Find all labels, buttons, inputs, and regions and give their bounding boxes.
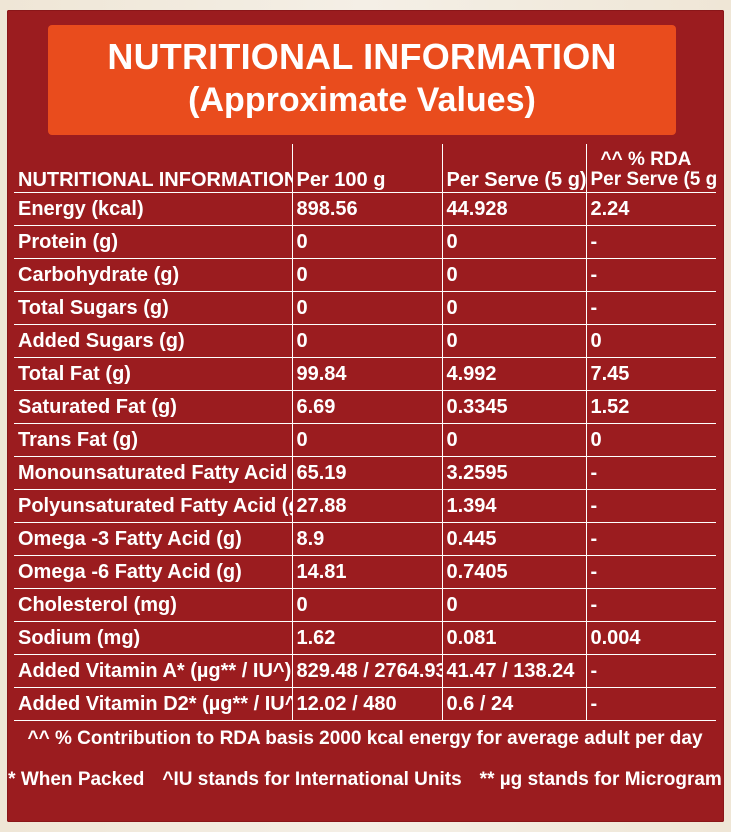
per-serve-cell: 0.3345 bbox=[441, 389, 586, 423]
rda-cell: - bbox=[585, 455, 716, 489]
nutrition-table: NUTRITIONAL INFORMATION Per 100 g Per Se… bbox=[14, 144, 716, 721]
footnotes-row: * When Packed ^IU stands for Internation… bbox=[8, 769, 722, 791]
per-100g-cell: 898.56 bbox=[291, 191, 442, 225]
table-row: Carbohydrate (g) 0 0- bbox=[14, 257, 716, 291]
nutrient-name-cell: Added Vitamin A* (µg** / IU^) bbox=[14, 653, 292, 687]
per-serve-cell: 0.6 / 24 bbox=[441, 686, 586, 721]
nutrient-name-cell: Sodium (mg) bbox=[14, 620, 292, 654]
rda-header-line1: ^^ % RDA bbox=[600, 148, 692, 170]
table-row: Polyunsaturated Fatty Acid (g) 27.88 1.394… bbox=[14, 488, 716, 522]
rda-cell: 7.45 bbox=[585, 356, 716, 390]
iu-footnote: ^IU stands for International Units bbox=[162, 769, 462, 790]
table-row: Added Vitamin D2* (µg** / IU^) 12.02 / 48… bbox=[14, 686, 716, 721]
column-header-nutrient: NUTRITIONAL INFORMATION bbox=[18, 168, 292, 191]
packed-footnote: * When Packed bbox=[8, 769, 145, 790]
table-row: Monounsaturated Fatty Acid (g) 65.19 3.259… bbox=[14, 455, 716, 489]
nutrient-name-cell: Added Sugars (g) bbox=[14, 323, 292, 357]
per-100g-cell: 1.62 bbox=[291, 620, 442, 654]
table-row: Omega -3 Fatty Acid (g) 8.9 0.445- bbox=[14, 521, 716, 555]
table-row: Total Sugars (g) 0 0- bbox=[14, 290, 716, 324]
nutrient-name-cell: Total Fat (g) bbox=[14, 356, 292, 390]
rda-cell: - bbox=[585, 554, 716, 588]
per-100g-cell: 6.69 bbox=[291, 389, 442, 423]
nutrient-name-cell: Omega -6 Fatty Acid (g) bbox=[14, 554, 292, 588]
per-serve-cell: 0.445 bbox=[441, 521, 586, 555]
nutrient-name-cell: Cholesterol (mg) bbox=[14, 587, 292, 621]
rda-cell: 0 bbox=[585, 323, 716, 357]
table-row: Saturated Fat (g) 6.69 0.3345 1.52 bbox=[14, 389, 716, 423]
nutrient-name-cell: Carbohydrate (g) bbox=[14, 257, 292, 291]
table-row: Protein (g) 0 0- bbox=[14, 224, 716, 258]
per-100g-cell: 12.02 / 480 bbox=[291, 686, 442, 721]
nutrient-name-cell: Total Sugars (g) bbox=[14, 290, 292, 324]
page-subtitle: (Approximate Values) bbox=[188, 81, 536, 119]
per-serve-cell: 3.2595 bbox=[441, 455, 586, 489]
nutrient-name-cell: Monounsaturated Fatty Acid (g) bbox=[14, 455, 292, 489]
column-header-per-100g: Per 100 g bbox=[291, 144, 442, 192]
nutrient-name-cell: Saturated Fat (g) bbox=[14, 389, 292, 423]
title-banner: NUTRITIONAL INFORMATION (Approximate Val… bbox=[48, 25, 676, 135]
per-serve-cell: 0 bbox=[441, 587, 586, 621]
per-serve-cell: 44.928 bbox=[441, 191, 586, 225]
per-100g-cell: 0 bbox=[291, 323, 442, 357]
rda-header-line2: Per Serve (5 g) bbox=[590, 168, 717, 190]
per-100g-cell: 99.84 bbox=[291, 356, 442, 390]
per-100g-cell: 0 bbox=[291, 587, 442, 621]
rda-cell: - bbox=[585, 521, 716, 555]
rda-cell: 2.24 bbox=[585, 191, 716, 225]
rda-cell: 0 bbox=[585, 422, 716, 456]
per-serve-cell: 0 bbox=[441, 224, 586, 258]
rda-cell: - bbox=[585, 257, 716, 291]
per-100g-cell: 27.88 bbox=[291, 488, 442, 522]
rda-cell: - bbox=[585, 653, 716, 687]
rda-cell: 1.52 bbox=[585, 389, 716, 423]
table-row: Added Vitamin A* (µg** / IU^) 829.48 / 27… bbox=[14, 653, 716, 687]
column-header-rda: ^^ % RDA Per Serve (5 g) bbox=[585, 144, 717, 192]
per-serve-cell: 4.992 bbox=[441, 356, 586, 390]
table-row: Trans Fat (g) 0 0 0 bbox=[14, 422, 716, 456]
per-serve-cell: 0.7405 bbox=[441, 554, 586, 588]
column-header-per-serve: Per Serve (5 g) bbox=[441, 144, 586, 192]
per-100g-cell: 8.9 bbox=[291, 521, 442, 555]
per-100g-cell: 0 bbox=[291, 290, 442, 324]
per-serve-cell: 0 bbox=[441, 257, 586, 291]
per-100g-cell: 0 bbox=[291, 257, 442, 291]
page-title: NUTRITIONAL INFORMATION bbox=[107, 36, 617, 77]
nutrient-name-cell: Protein (g) bbox=[14, 224, 292, 258]
table-body: Energy (kcal) 898.56 44.928 2.24 Protein (g)… bbox=[14, 191, 716, 721]
table-row: Energy (kcal) 898.56 44.928 2.24 bbox=[14, 191, 716, 225]
per-100g-cell: 829.48 / 2764.93 bbox=[291, 653, 442, 687]
per-serve-cell: 0.081 bbox=[441, 620, 586, 654]
table-row: Sodium (mg) 1.62 0.081 0.004 bbox=[14, 620, 716, 654]
table-header-row: NUTRITIONAL INFORMATION Per 100 g Per Se… bbox=[14, 144, 716, 192]
rda-cell: - bbox=[585, 224, 716, 258]
per-100g-cell: 0 bbox=[291, 224, 442, 258]
nutrient-name-cell: Trans Fat (g) bbox=[14, 422, 292, 456]
nutrient-name-cell: Energy (kcal) bbox=[14, 191, 292, 225]
rda-cell: - bbox=[585, 290, 716, 324]
per-serve-cell: 41.47 / 138.24 bbox=[441, 653, 586, 687]
per-serve-cell: 0 bbox=[441, 290, 586, 324]
nutrient-name-cell: Polyunsaturated Fatty Acid (g) bbox=[14, 488, 292, 522]
per-100g-cell: 14.81 bbox=[291, 554, 442, 588]
rda-footnote: ^^ % Contribution to RDA basis 2000 kcal… bbox=[27, 728, 703, 749]
table-row: Cholesterol (mg) 0 0- bbox=[14, 587, 716, 621]
per-serve-cell: 1.394 bbox=[441, 488, 586, 522]
rda-cell: - bbox=[585, 686, 716, 721]
per-serve-cell: 0 bbox=[441, 323, 586, 357]
rda-cell: - bbox=[585, 587, 716, 621]
nutrient-name-cell: Omega -3 Fatty Acid (g) bbox=[14, 521, 292, 555]
rda-cell: 0.004 bbox=[585, 620, 716, 654]
per-serve-cell: 0 bbox=[441, 422, 586, 456]
rda-cell: - bbox=[585, 488, 716, 522]
table-row: Omega -6 Fatty Acid (g) 14.81 0.7405- bbox=[14, 554, 716, 588]
nutrient-name-cell: Added Vitamin D2* (µg** / IU^) bbox=[14, 686, 292, 721]
table-row: Added Sugars (g) 0 0 0 bbox=[14, 323, 716, 357]
per-100g-cell: 65.19 bbox=[291, 455, 442, 489]
mcg-footnote: ** µg stands for Microgram bbox=[479, 769, 722, 790]
table-row: Total Fat (g) 99.84 4.992 7.45 bbox=[14, 356, 716, 390]
per-100g-cell: 0 bbox=[291, 422, 442, 456]
